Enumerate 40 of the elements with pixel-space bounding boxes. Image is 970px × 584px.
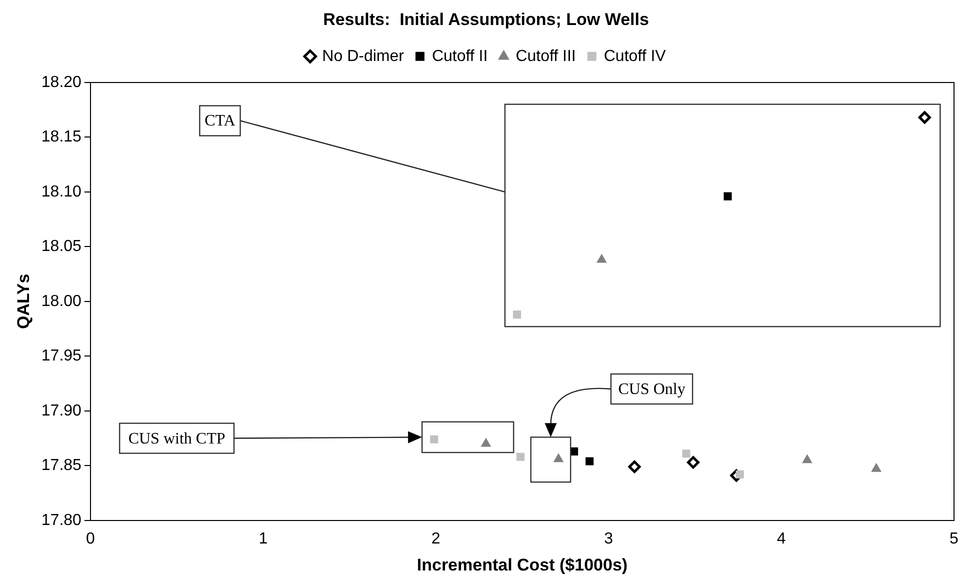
annotation: CTA <box>204 112 236 130</box>
point <box>628 460 641 473</box>
point <box>802 454 812 464</box>
x-axis-title: Incremental Cost ($1000s) <box>416 555 628 574</box>
x-tick-label: 3 <box>604 530 614 548</box>
point <box>724 192 732 200</box>
point <box>554 454 564 462</box>
point <box>918 111 931 124</box>
x-tick-label: 5 <box>950 530 959 548</box>
point <box>686 456 700 469</box>
y-tick-label: 18.15 <box>41 128 82 146</box>
y-tick-label: 18.10 <box>41 183 82 200</box>
point <box>481 438 491 447</box>
annotation: CUS Only <box>618 381 686 398</box>
y-tick-label: 17.90 <box>41 402 82 420</box>
x-tick-label: 4 <box>776 530 786 548</box>
x-tick-label: 1 <box>258 530 268 548</box>
x-tick-label: 2 <box>431 530 440 548</box>
legend-label: Cutoff III <box>516 48 576 65</box>
point <box>596 254 606 263</box>
point <box>513 310 522 319</box>
legend-label: Cutoff II <box>432 48 488 65</box>
point <box>516 452 525 461</box>
point <box>586 457 594 466</box>
y-axis-title: QALYs <box>14 274 33 329</box>
legend-label: Cutoff IV <box>604 48 666 65</box>
point <box>871 463 882 472</box>
x-tick-label: 0 <box>86 530 95 548</box>
y-tick-label: 18.05 <box>41 238 82 256</box>
y-tick-label: 17.95 <box>41 348 82 365</box>
chart-title: Results: Initial Assumptions; Low Wells <box>323 10 649 29</box>
point <box>736 470 744 478</box>
y-tick-label: 17.85 <box>41 457 82 474</box>
annotation: CUS with CTP <box>128 430 226 448</box>
y-tick-label: 17.80 <box>41 512 82 529</box>
point <box>682 450 690 458</box>
y-tick-label: 18.20 <box>41 74 82 91</box>
point <box>430 435 438 444</box>
legend-label: No D-dimer <box>322 48 405 65</box>
y-tick-label: 18.00 <box>41 292 82 310</box>
